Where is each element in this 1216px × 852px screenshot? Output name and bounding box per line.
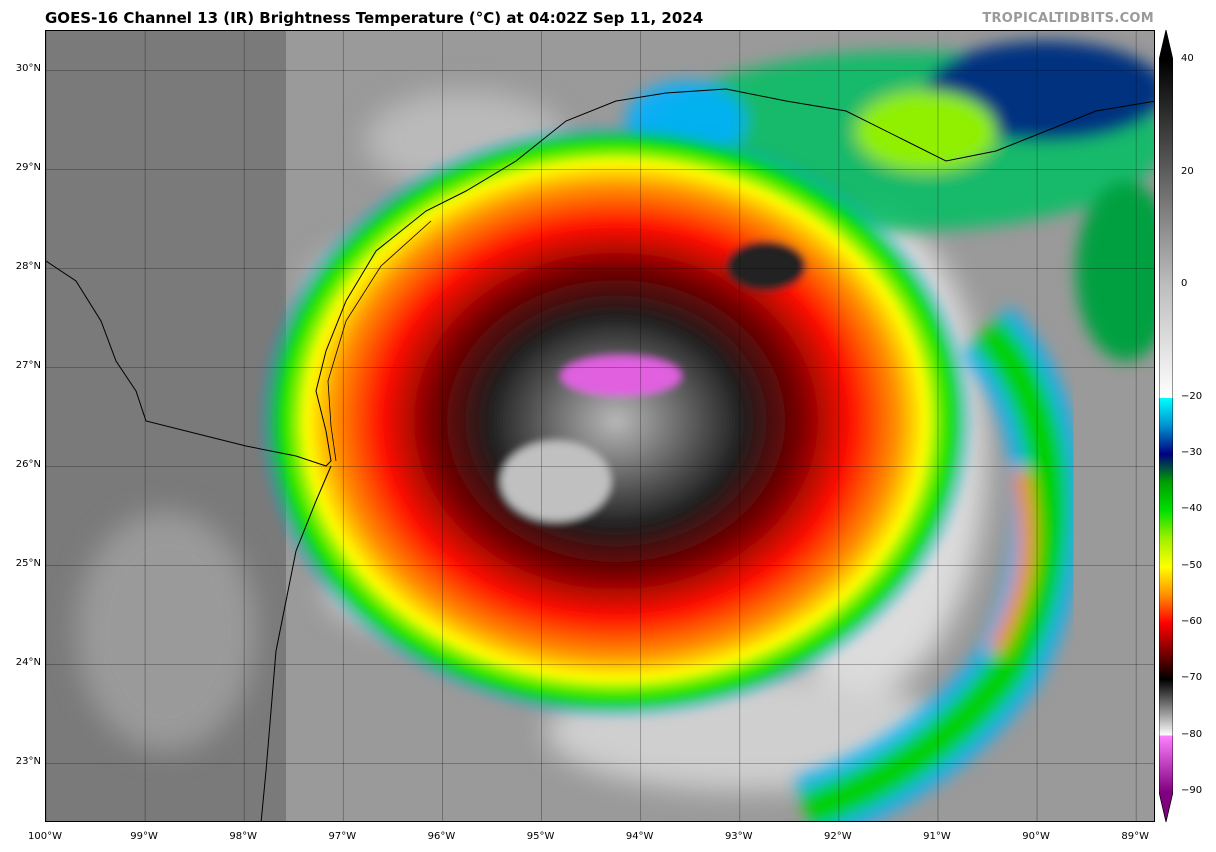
lon-label: 93°W [724,831,753,842]
lon-label: 95°W [526,831,555,842]
lon-label: 90°W [1022,831,1050,842]
lat-label: 25°N [15,557,41,569]
colorbar-tick-label: −80 [1181,728,1203,740]
lat-label: 23°N [15,755,41,767]
lat-label: 26°N [15,458,41,470]
colorbar [1159,30,1173,822]
colorbar-tick-label: −70 [1181,672,1203,684]
lon-label: 100°W [28,831,62,842]
colorbar-tick-label: −60 [1181,616,1203,628]
colorbar-tick-label: −90 [1181,785,1203,796]
satellite-map[interactable] [45,30,1155,822]
lon-label: 91°W [923,831,951,842]
colorbar-tick-label: 0 [1181,278,1188,290]
colorbar-tick-label: −30 [1181,447,1203,459]
northeast-cloud-band [626,41,1154,361]
colorbar-tick-label: −50 [1181,559,1203,571]
map-canvas [46,31,1154,821]
lat-label: 27°N [15,359,41,371]
colorbar-tick-label: −40 [1181,503,1203,515]
lon-label: 98°W [229,831,258,842]
barrier-islands [327,220,432,462]
lat-label: 24°N [15,656,41,668]
lon-label: 92°W [824,831,852,842]
hurricane-core [256,121,976,721]
lon-label: 97°W [328,831,357,842]
lat-label: 28°N [15,260,41,272]
map-title: GOES-16 Channel 13 (IR) Brightness Tempe… [45,9,704,27]
lon-label: 94°W [625,831,654,842]
colorbar-tick-label: 40 [1181,53,1194,64]
outer-rainband [794,306,1084,821]
colorbar-tick-label: −20 [1181,390,1203,402]
lon-label: 89°W [1121,831,1149,842]
lat-label: 30°N [15,62,41,74]
mexico-coastline [260,465,332,821]
lat-label: 29°N [15,161,41,173]
site-credit: TROPICALTIDBITS.COM [982,11,1154,26]
graticule [46,31,1154,821]
coastline [46,88,1154,467]
colorbar-tick-label: 20 [1181,165,1194,177]
lon-label: 96°W [427,831,456,842]
lon-label: 99°W [130,831,158,842]
